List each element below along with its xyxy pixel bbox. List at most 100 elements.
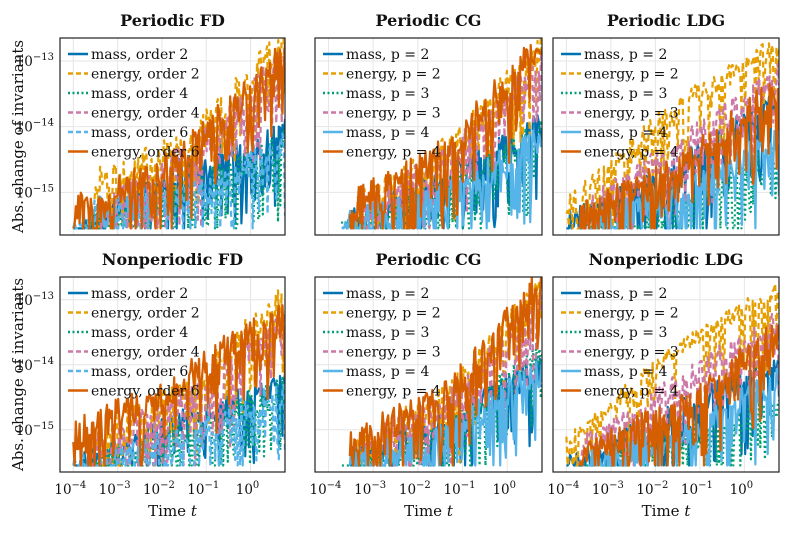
x-tick-label: 100 bbox=[730, 480, 754, 498]
legend-entry: mass, order 2 bbox=[91, 47, 188, 63]
tick-exponent: −3 bbox=[371, 480, 386, 491]
tick-base: 10 bbox=[236, 482, 253, 498]
series-group bbox=[565, 42, 779, 230]
tick-base: 10 bbox=[492, 482, 509, 498]
legend-entry: mass, p = 2 bbox=[584, 47, 667, 63]
legend-entry: mass, order 2 bbox=[91, 286, 188, 302]
tick-base: 10 bbox=[354, 482, 371, 498]
tick-base: 10 bbox=[16, 358, 33, 374]
tick-base: 10 bbox=[16, 54, 33, 70]
x-tick-label: 10−2 bbox=[636, 480, 668, 498]
legend: mass, order 2 energy, order 2 mass, order … bbox=[68, 47, 200, 161]
legend-entry: energy, p = 2 bbox=[584, 67, 679, 83]
legend-entry: mass, order 4 bbox=[91, 86, 188, 102]
legend-entry: mass, p = 4 bbox=[584, 125, 667, 141]
axes-frame bbox=[59, 276, 286, 473]
tick-exponent: 0 bbox=[747, 480, 753, 491]
y-tick-label: 10−13 bbox=[16, 291, 54, 309]
legend-entry: energy, p = 2 bbox=[584, 306, 679, 322]
legend-entry: mass, p = 4 bbox=[346, 364, 429, 380]
legend: mass, order 2 energy, order 2 mass, order … bbox=[68, 286, 200, 400]
legend-entry: energy, p = 3 bbox=[584, 345, 679, 361]
series-line bbox=[578, 82, 779, 230]
y-tick-label: 10−15 bbox=[16, 183, 54, 201]
x-axis-label-text: Time bbox=[404, 502, 447, 520]
x-tick-label: 10−4 bbox=[547, 480, 579, 498]
x-tick-label: 10−2 bbox=[399, 480, 431, 498]
panel-title: Periodic CG bbox=[376, 250, 482, 269]
axes-frame bbox=[552, 37, 780, 236]
panel-title: Periodic CG bbox=[376, 11, 482, 30]
x-tick-label: 10−3 bbox=[354, 480, 386, 498]
x-axis-label-text: Time bbox=[148, 502, 191, 520]
tick-exponent: −2 bbox=[654, 480, 669, 491]
legend-entry: mass, p = 2 bbox=[346, 286, 429, 302]
tick-exponent: −1 bbox=[461, 480, 476, 491]
tick-exponent: −15 bbox=[33, 183, 54, 194]
legend-entry: mass, p = 2 bbox=[584, 286, 667, 302]
legend-entry: energy, order 4 bbox=[91, 106, 200, 122]
series-group bbox=[72, 38, 285, 230]
axes-frame bbox=[59, 37, 286, 236]
tick-exponent: −14 bbox=[33, 356, 54, 367]
tick-base: 10 bbox=[187, 482, 204, 498]
x-tick-label: 100 bbox=[236, 480, 260, 498]
tick-exponent: −3 bbox=[609, 480, 624, 491]
chart-panel-3: Periodic LDG mass, p = 2 energy, p = 2 mass… bbox=[552, 11, 780, 236]
tick-exponent: −2 bbox=[160, 480, 175, 491]
tick-base: 10 bbox=[681, 482, 698, 498]
y-axis-label: Abs. change of invariants bbox=[9, 40, 27, 234]
axes-frame bbox=[314, 276, 543, 473]
x-axis-label-var: t bbox=[191, 502, 198, 520]
x-axis-label: Time t bbox=[404, 502, 454, 520]
x-axis-label: Time t bbox=[148, 502, 198, 520]
legend-entry: mass, p = 3 bbox=[584, 325, 667, 341]
series-line bbox=[565, 282, 779, 467]
legend-entry: mass, p = 2 bbox=[346, 47, 429, 63]
x-tick-label: 10−3 bbox=[99, 480, 131, 498]
series-line bbox=[587, 367, 779, 467]
x-tick-label: 10−2 bbox=[143, 480, 175, 498]
legend-entry: energy, p = 4 bbox=[584, 145, 679, 161]
x-tick-label: 100 bbox=[492, 480, 516, 498]
x-tick-label: 10−3 bbox=[592, 480, 624, 498]
tick-exponent: −13 bbox=[33, 52, 54, 63]
series-line bbox=[348, 43, 542, 230]
legend-entry: energy, p = 3 bbox=[584, 106, 679, 122]
series-line bbox=[72, 304, 285, 467]
tick-exponent: −15 bbox=[33, 421, 54, 432]
tick-base: 10 bbox=[16, 423, 33, 439]
panel-title: Periodic LDG bbox=[607, 11, 725, 30]
tick-exponent: −4 bbox=[72, 480, 87, 491]
series-line bbox=[72, 43, 285, 230]
legend: mass, p = 2 energy, p = 2 mass, p = 3 energ… bbox=[323, 47, 441, 161]
series-group bbox=[341, 277, 542, 467]
y-tick-label: 10−14 bbox=[16, 118, 54, 136]
legend: mass, p = 2 energy, p = 2 mass, p = 3 energ… bbox=[561, 286, 679, 400]
tick-base: 10 bbox=[54, 482, 71, 498]
legend-entry: energy, order 4 bbox=[91, 345, 200, 361]
tick-base: 10 bbox=[399, 482, 416, 498]
chart-panel-4: Nonperiodic FD mass, order 2 energy, order… bbox=[9, 250, 286, 520]
tick-base: 10 bbox=[16, 293, 33, 309]
tick-base: 10 bbox=[444, 482, 461, 498]
tick-exponent: −13 bbox=[33, 291, 54, 302]
tick-base: 10 bbox=[143, 482, 160, 498]
tick-base: 10 bbox=[309, 482, 326, 498]
series-line bbox=[358, 294, 542, 467]
legend-entry: mass, order 6 bbox=[91, 125, 188, 141]
x-tick-label: 10−4 bbox=[309, 480, 341, 498]
tick-base: 10 bbox=[592, 482, 609, 498]
x-tick-label: 10−4 bbox=[54, 480, 86, 498]
panel-title: Nonperiodic LDG bbox=[589, 250, 744, 269]
legend-entry: mass, p = 4 bbox=[346, 125, 429, 141]
y-tick-label: 10−15 bbox=[16, 421, 54, 439]
tick-exponent: −4 bbox=[565, 480, 580, 491]
legend-entry: energy, order 6 bbox=[91, 145, 200, 161]
tick-base: 10 bbox=[547, 482, 564, 498]
tick-exponent: −2 bbox=[416, 480, 431, 491]
